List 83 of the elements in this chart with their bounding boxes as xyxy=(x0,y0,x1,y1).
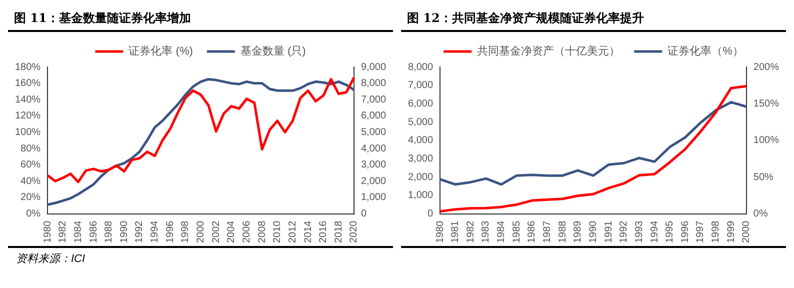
y2-tick-label: 7,000 xyxy=(360,94,386,106)
x-tick-label: 1982 xyxy=(58,220,69,244)
x-tick-label: 2004 xyxy=(226,220,238,244)
y2-tick-label: 9,000 xyxy=(360,62,386,73)
y2-tick-label: 4,000 xyxy=(360,143,386,154)
x-tick-label: 1990 xyxy=(118,220,130,244)
y2-tick-label: 50% xyxy=(753,172,774,183)
x-tick-label: 1996 xyxy=(680,220,691,244)
x-tick-label: 2002 xyxy=(210,220,222,244)
x-tick-label: 1984 xyxy=(496,220,508,244)
y2-tick-label: 3,000 xyxy=(360,160,386,171)
y2-tick-label: 0 xyxy=(360,208,367,220)
x-tick-label: 1996 xyxy=(164,220,176,244)
legend-label: 证券化率 (%) xyxy=(128,44,193,58)
x-tick-label: 1992 xyxy=(618,220,630,244)
x-tick-label: 1984 xyxy=(72,220,84,244)
y2-tick-label: 200% xyxy=(753,62,780,73)
x-tick-label: 1981 xyxy=(450,220,462,244)
x-tick-label: 1991 xyxy=(603,220,614,244)
legend-label: 证券化率（%） xyxy=(668,44,744,58)
x-tick-label: 1985 xyxy=(511,220,522,244)
x-tick-label: 1980 xyxy=(42,220,54,244)
x-tick-label: 1992 xyxy=(134,220,146,244)
y-tick-label: 160% xyxy=(15,78,41,90)
y2-tick-label: 6,000 xyxy=(360,110,386,122)
y-tick-label: 8,000 xyxy=(408,62,434,73)
x-tick-label: 1999 xyxy=(726,220,737,244)
x-tick-label: 1986 xyxy=(88,220,100,244)
y-tick-label: 0% xyxy=(26,208,41,220)
x-tick-label: 2010 xyxy=(272,220,284,244)
x-tick-label: 2006 xyxy=(241,220,252,244)
y2-tick-label: 5,000 xyxy=(360,126,386,138)
x-tick-label: 2012 xyxy=(287,220,298,244)
y-tick-label: 4,000 xyxy=(408,135,434,146)
x-tick-label: 1983 xyxy=(480,220,492,244)
y-tick-label: 7,000 xyxy=(408,80,434,92)
x-tick-label: 2008 xyxy=(256,220,268,244)
y2-tick-label: 2,000 xyxy=(360,176,386,187)
chart-title: 图 11：基金数量随证券化率增加 xyxy=(8,8,393,32)
x-tick-label: 2016 xyxy=(318,220,330,244)
x-tick-label: 2020 xyxy=(348,220,360,244)
y2-tick-label: 150% xyxy=(753,98,780,110)
y-tick-label: 180% xyxy=(15,62,41,73)
x-tick-label: 1993 xyxy=(634,220,645,244)
y-tick-label: 2,000 xyxy=(408,172,434,183)
legend-label: 基金数量 (只) xyxy=(240,44,306,58)
chart-title: 图 12：共同基金净资产规模随证券化率提升 xyxy=(401,8,786,32)
x-tick-label: 1994 xyxy=(649,220,660,244)
x-tick-label: 1988 xyxy=(557,220,568,244)
x-tick-label: 1997 xyxy=(695,220,706,244)
x-tick-label: 2000 xyxy=(196,220,207,244)
y-tick-label: 120% xyxy=(15,110,41,122)
legend-label: 共同基金净资产（十亿美元） xyxy=(477,44,620,58)
y2-tick-label: 8,000 xyxy=(360,78,386,90)
y-tick-label: 0 xyxy=(427,208,434,220)
text: 资料来源：ICI xyxy=(16,253,86,265)
x-tick-label: 1990 xyxy=(588,220,599,244)
x-tick-label: 1998 xyxy=(710,220,722,244)
y-tick-label: 20% xyxy=(20,192,41,204)
x-tick-label: 1994 xyxy=(150,220,161,244)
x-tick-label: 1980 xyxy=(434,220,446,244)
y-tick-label: 140% xyxy=(15,94,41,106)
x-tick-label: 2000 xyxy=(741,220,752,244)
y-tick-label: 6,000 xyxy=(408,98,434,110)
y2-tick-label: 0% xyxy=(753,208,768,220)
x-tick-label: 1986 xyxy=(526,220,538,244)
x-tick-label: 1998 xyxy=(180,220,192,244)
y-tick-label: 3,000 xyxy=(408,153,434,164)
y-tick-label: 80% xyxy=(20,143,41,154)
y2-tick-label: 1,000 xyxy=(360,192,386,204)
y-tick-label: 40% xyxy=(20,176,41,187)
y-tick-label: 1,000 xyxy=(408,190,434,202)
x-tick-label: 1989 xyxy=(572,220,584,244)
x-tick-label: 1987 xyxy=(542,220,554,244)
x-tick-label: 1995 xyxy=(664,220,676,244)
x-tick-label: 1988 xyxy=(104,220,115,244)
y-tick-label: 60% xyxy=(20,160,41,171)
x-tick-label: 2018 xyxy=(333,220,344,244)
y-tick-label: 5,000 xyxy=(408,116,434,128)
x-tick-label: 1982 xyxy=(465,220,476,244)
y2-tick-label: 100% xyxy=(753,135,780,146)
x-tick-label: 2014 xyxy=(302,220,314,244)
y-tick-label: 100% xyxy=(15,126,41,138)
